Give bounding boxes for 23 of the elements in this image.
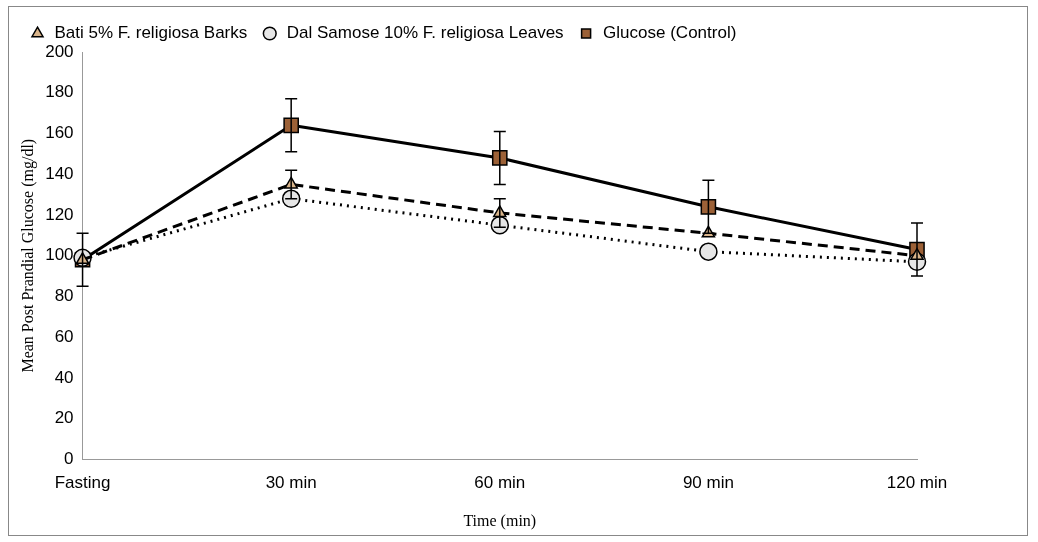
y-tick-label: 100 bbox=[45, 245, 74, 265]
y-tick-label: 180 bbox=[45, 82, 74, 102]
y-tick-label: 200 bbox=[45, 41, 74, 61]
y-tick-label: 0 bbox=[64, 449, 74, 469]
legend-label: Glucose (Control) bbox=[603, 23, 737, 43]
y-tick-label: 20 bbox=[54, 408, 74, 428]
legend-label: Bati 5% F. religiosa Barks bbox=[54, 23, 248, 43]
y-tick-label: 80 bbox=[54, 286, 74, 306]
legend-label: Dal Samose 10% F. religiosa Leaves bbox=[286, 23, 564, 43]
x-axis-title: Time (min) bbox=[463, 511, 537, 530]
y-tick-label: 60 bbox=[54, 326, 74, 346]
x-tick-label: Fasting bbox=[54, 473, 111, 493]
y-tick-label: 160 bbox=[45, 123, 74, 143]
y-tick-label: 40 bbox=[54, 367, 74, 387]
y-tick-label: 140 bbox=[45, 163, 74, 183]
x-tick-label: 90 min bbox=[682, 473, 734, 493]
x-tick-label: 120 min bbox=[886, 473, 948, 493]
x-tick-label: 60 min bbox=[474, 473, 526, 493]
y-tick-label: 120 bbox=[45, 204, 74, 224]
point bbox=[699, 242, 718, 261]
y-axis-title: Mean Post Prandial Glucose (mg/dl) bbox=[18, 138, 37, 373]
point bbox=[700, 198, 717, 215]
x-tick-label: 30 min bbox=[265, 473, 317, 493]
